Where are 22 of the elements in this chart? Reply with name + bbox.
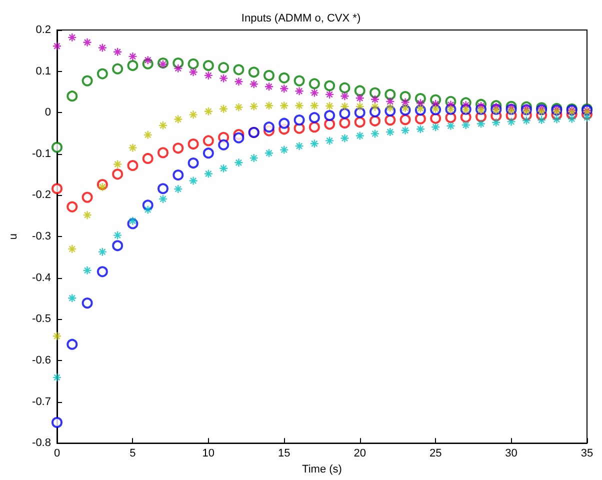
y-tick-label: -0.2: [32, 189, 51, 202]
x-tick-label: 30: [505, 448, 518, 460]
y-tick-label: 0.1: [36, 65, 51, 78]
x-tick-label: 10: [202, 448, 215, 460]
x-tick-label: 20: [354, 448, 366, 460]
x-tick-label: 35: [580, 448, 594, 460]
y-tick-label: -0.7: [32, 396, 51, 408]
chart-title: Inputs (ADMM o, CVX *): [241, 12, 361, 24]
y-tick-label: -0.5: [32, 313, 51, 326]
y-tick-label: -0.1: [32, 148, 51, 160]
y-tick-label: -0.4: [32, 272, 51, 284]
y-tick-label: 0.2: [36, 24, 51, 36]
y-axis-title: u: [8, 233, 20, 240]
y-tick-label: -0.3: [32, 230, 51, 243]
x-tick-label: 5: [130, 448, 136, 460]
y-tick-label: -0.8: [32, 437, 51, 450]
y-tick-label: 0: [44, 106, 51, 119]
y-tick-label: -0.6: [32, 354, 51, 366]
x-axis-title: Time (s): [302, 464, 342, 476]
x-tick-label: 0: [54, 448, 60, 460]
x-tick-label: 25: [429, 448, 442, 460]
x-tick-label: 15: [278, 448, 290, 460]
